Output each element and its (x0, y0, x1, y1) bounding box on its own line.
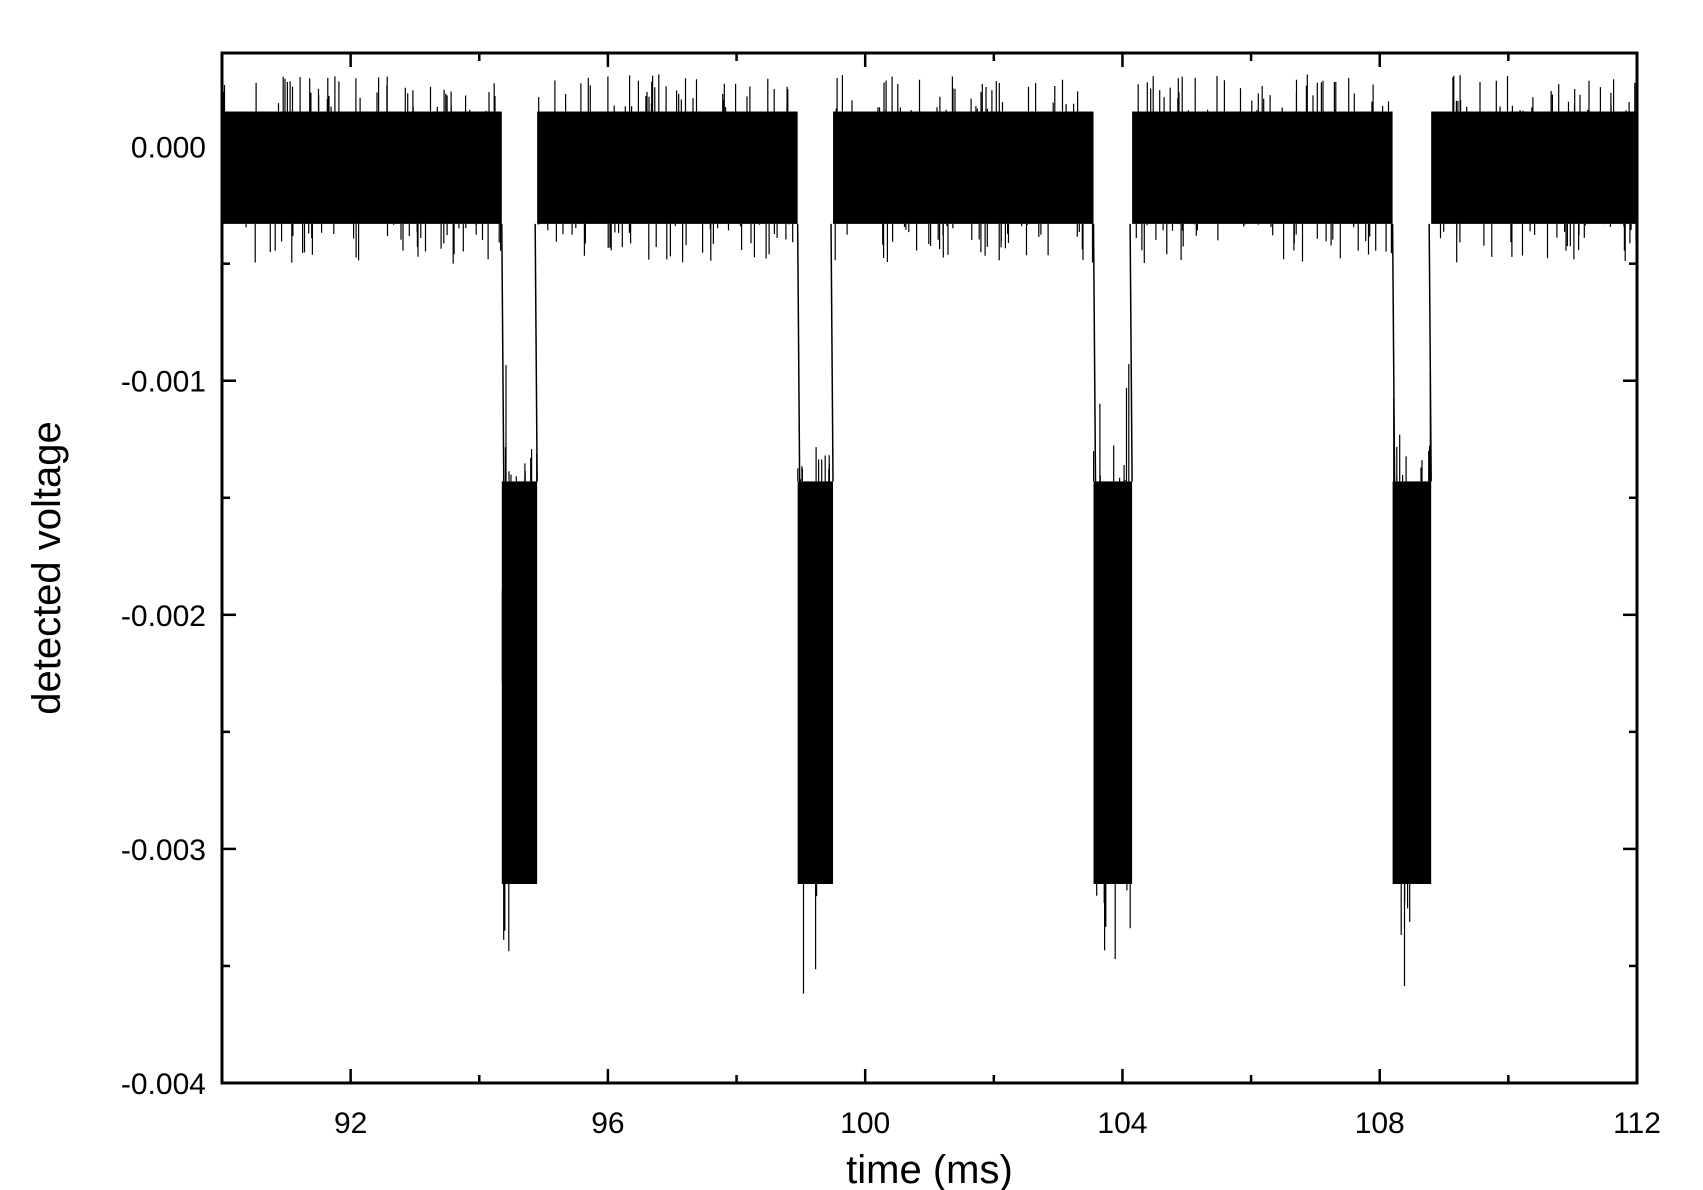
x-tick-label: 100 (840, 1107, 890, 1140)
pulse-noise-spikes (1095, 445, 1131, 960)
pulse-edge-spikes (505, 365, 538, 482)
y-tick-label: -0.004 (121, 1068, 206, 1101)
pulse-falling-edge (796, 223, 801, 482)
x-tick-label: 92 (334, 1107, 367, 1140)
baseline-noise-band (1431, 111, 1637, 224)
pulse-noise-band (1093, 481, 1133, 885)
pulse-noise-band (797, 481, 834, 885)
y-tick-label: -0.001 (121, 366, 206, 399)
pulse-noise-band (1392, 481, 1432, 885)
baseline-noise-spikes (538, 74, 794, 263)
x-axis-title: time (ms) (846, 1148, 1013, 1190)
baseline-noise-spikes (1132, 74, 1392, 263)
pulse-edge-spikes (1393, 372, 1431, 482)
x-axis: 92 96 100 104 108 112 (334, 53, 1661, 1140)
y-axis: 0.000 -0.001 -0.002 -0.003 -0.004 (121, 132, 1637, 1101)
x-tick-label: 112 (1613, 1107, 1661, 1140)
baseline-noise-band (537, 111, 798, 224)
x-tick-label: 104 (1097, 1107, 1147, 1140)
pulse-rising-edge (534, 223, 538, 482)
y-axis-title: detected voltage (25, 421, 69, 715)
pulse-rising-edge (830, 223, 834, 482)
y-tick-label: -0.002 (121, 600, 206, 633)
baseline-noise-band (833, 111, 1094, 224)
pulse-rising-edge (1129, 223, 1133, 482)
pulse-edge-spikes (797, 455, 830, 482)
pulse-falling-edge (1092, 223, 1097, 482)
baseline-noise-band (1132, 111, 1393, 224)
baseline-noise-spikes (1433, 75, 1637, 263)
pulse-falling-edge (501, 223, 505, 482)
x-tick-label: 96 (591, 1107, 624, 1140)
baseline-noise-spikes (834, 75, 1094, 263)
y-tick-label: 0.000 (131, 132, 206, 165)
baseline-noise-band (222, 111, 502, 224)
signal-trace (222, 74, 1637, 994)
baseline-noise-spikes (222, 76, 502, 264)
pulse-noise-band (501, 481, 538, 885)
pulse-edge-spikes (1093, 364, 1130, 482)
y-tick-label: -0.003 (121, 834, 206, 867)
pulse-noise-spikes (1396, 445, 1431, 986)
x-tick-label: 108 (1355, 1107, 1405, 1140)
plot-frame (220, 51, 1639, 1085)
